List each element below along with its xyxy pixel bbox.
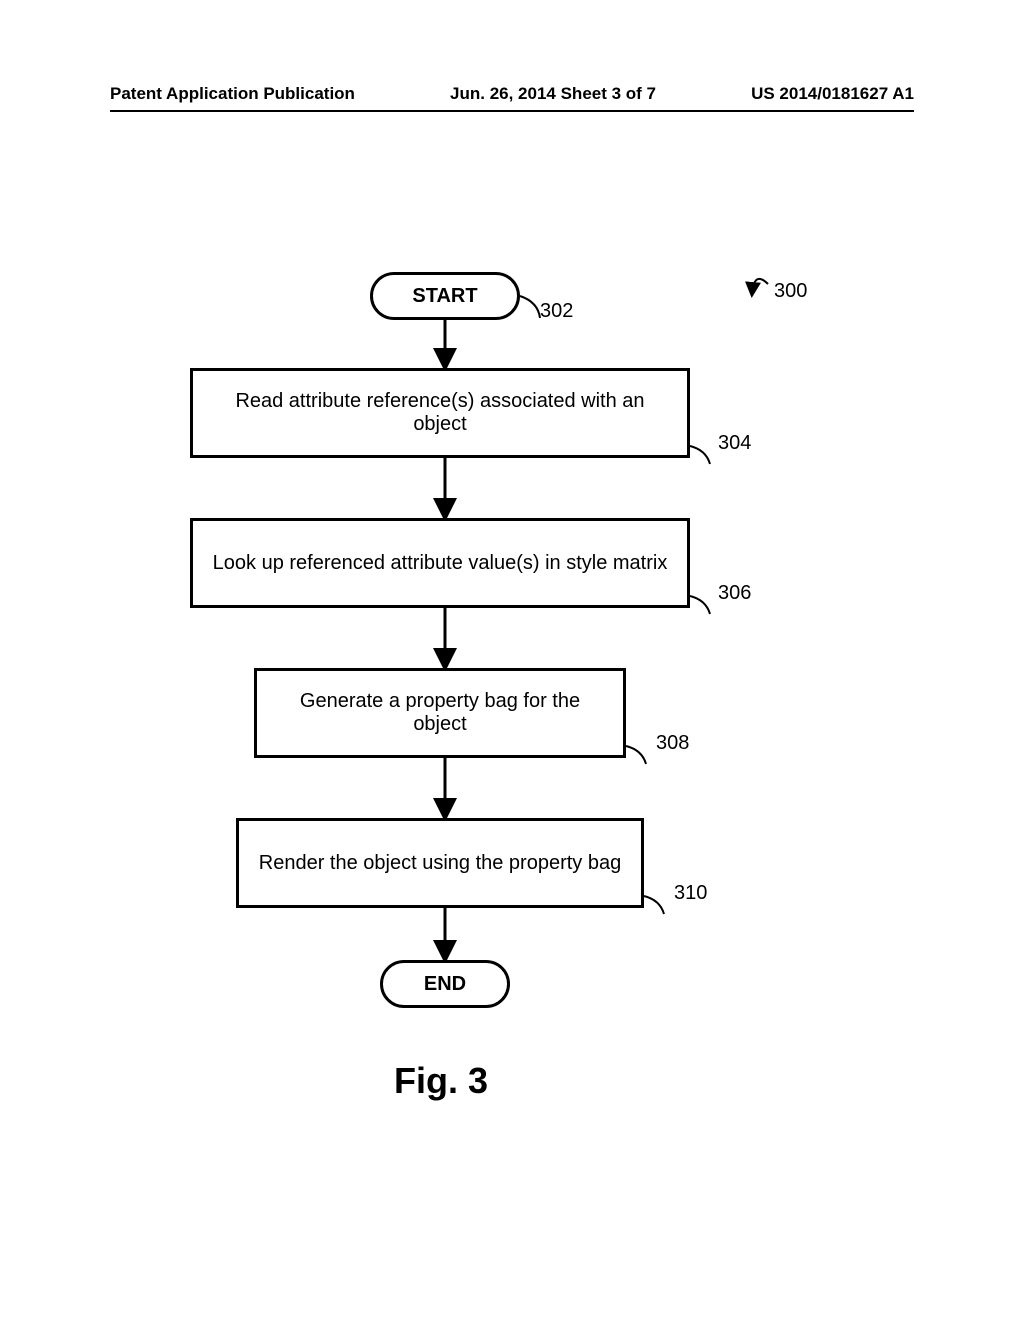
flow-node-step4: Render the object using the property bag bbox=[236, 818, 644, 908]
flow-node-start: START bbox=[370, 272, 520, 320]
figure-caption: Fig. 3 bbox=[394, 1060, 488, 1102]
ref-label-310: 310 bbox=[674, 882, 707, 905]
ref-label-304: 304 bbox=[718, 432, 751, 455]
flowchart: START Read attribute reference(s) associa… bbox=[0, 0, 1024, 1320]
ref-label-306: 306 bbox=[718, 582, 751, 605]
flow-node-end: END bbox=[380, 960, 510, 1008]
flow-node-step1: Read attribute reference(s) associated w… bbox=[190, 368, 690, 458]
ref-label-308: 308 bbox=[656, 732, 689, 755]
ref-label-302: 302 bbox=[540, 300, 573, 323]
ref-label-300: 300 bbox=[774, 280, 807, 303]
patent-page: Patent Application Publication Jun. 26, … bbox=[0, 0, 1024, 1320]
flow-node-step3: Generate a property bag for the object bbox=[254, 668, 626, 758]
connectors-layer bbox=[0, 0, 1024, 1320]
flow-node-step2: Look up referenced attribute value(s) in… bbox=[190, 518, 690, 608]
